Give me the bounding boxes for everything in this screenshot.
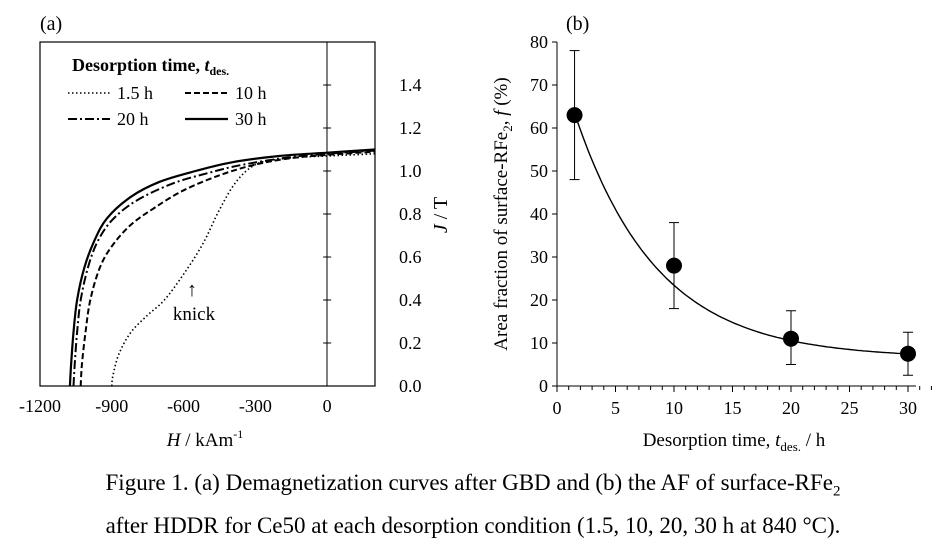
data-point — [566, 107, 583, 124]
curve-10-h-series — [79, 150, 376, 387]
y-tick-label: 0.2 — [399, 333, 422, 353]
x-tick-label: 15 — [724, 398, 742, 418]
knick-label: knick — [173, 304, 216, 325]
y-tick-label: 30 — [530, 247, 548, 267]
y-tick-label: 0.6 — [399, 247, 422, 267]
y-tick-label: 50 — [530, 161, 548, 181]
x-tick-label: 5 — [611, 398, 620, 418]
knick-arrow: ↑ — [187, 279, 197, 301]
panel-a-legend: Desorption time, tdes. 1.5 h 10 h 20 h 3… — [68, 55, 267, 129]
x-tick-label: 30 — [899, 398, 917, 418]
x-tick-label: 0 — [323, 396, 332, 416]
panel-b-x-title: Desorption time, tdes. / h — [643, 430, 826, 454]
panel-a-frame — [39, 41, 376, 387]
x-tick-label: -300 — [239, 396, 272, 416]
x-tick-label: 10 — [665, 398, 683, 418]
x-tick-label: 20 — [782, 398, 800, 418]
figure-caption: Figure 1. (a) Demagnetization curves aft… — [0, 466, 946, 542]
panel-b: (b) 0 10 20 30 40 50 60 70 80 0 5 10 15 20 25 30 Desorp… — [491, 13, 932, 454]
panel-a-y-title: J / T — [430, 197, 452, 233]
legend-label-20h: 20 h — [117, 109, 149, 129]
y-tick-label: 80 — [530, 32, 548, 52]
x-tick-label: 25 — [841, 398, 859, 418]
data-point — [666, 257, 682, 274]
y-tick-label: 0.4 — [399, 290, 422, 310]
legend-title: Desorption time, tdes. — [72, 55, 229, 78]
panel-b-label: (b) — [566, 13, 589, 35]
y-tick-label: 60 — [530, 118, 548, 138]
y-tick-label: 1.0 — [399, 161, 422, 181]
y-tick-label: 20 — [530, 290, 548, 310]
x-tick-label: -1200 — [19, 396, 61, 416]
y-tick-label: 40 — [530, 204, 548, 224]
caption-line-2: after HDDR for Ce50 at each desorption c… — [105, 512, 841, 538]
data-point — [900, 345, 916, 362]
panel-b-y-title: Area fraction of surface-RFe2, f (%) — [491, 77, 515, 350]
panel-a: (a) -1200 -900 -600 -300 0 0.0 0.2 0.4 0.6 0.8 1.0… — [19, 13, 452, 451]
x-tick-label: -900 — [95, 396, 128, 416]
legend-label-30h: 30 h — [235, 109, 267, 129]
y-tick-label: 1.2 — [399, 118, 422, 138]
curve-20-h-series — [72, 149, 376, 387]
x-tick-label: 0 — [553, 398, 562, 418]
y-tick-label: 1.4 — [399, 75, 422, 95]
legend-label-1-5h: 1.5 h — [117, 83, 153, 103]
curve-1-5-h-series — [111, 153, 376, 387]
curve-30-h-series — [68, 148, 376, 387]
panel-a-x-title: H / kAm-1 — [166, 427, 244, 451]
y-tick-label: 0 — [539, 376, 548, 396]
data-point — [783, 330, 799, 347]
y-tick-label: 70 — [530, 75, 548, 95]
y-tick-label: 0.8 — [399, 204, 422, 224]
legend-label-10h: 10 h — [235, 83, 267, 103]
x-tick-label: -600 — [167, 396, 200, 416]
y-tick-label: 10 — [530, 333, 548, 353]
y-tick-label: 0.0 — [399, 376, 422, 396]
caption-line-1: Figure 1. (a) Demagnetization curves aft… — [105, 470, 841, 500]
fit-curve — [573, 112, 909, 355]
panel-a-label: (a) — [40, 13, 62, 35]
